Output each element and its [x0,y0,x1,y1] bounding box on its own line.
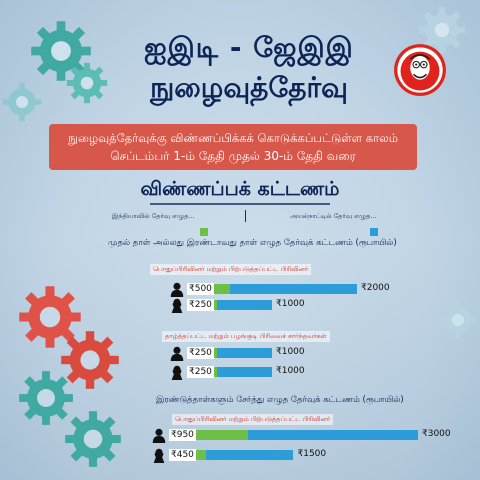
abroad-fee-label: ₹3000 [422,429,451,439]
banner-line-1: நுழைவுத்தேர்வுக்கு விண்ணப்பிக்கக் கொடுக்… [68,131,398,145]
male-icon [168,345,186,361]
fee-row: ₹250 ₹1000 [0,364,480,380]
banner-line-2: செப்டம்பர் 1-ம் தேதி முதல் 30-ம் தேதி வர… [110,149,356,163]
legend-india-swatch [200,228,208,236]
page-title: ஐஇடி - ஜேஇஇ நுழைவுத்தேர்வு [118,30,380,106]
gear-icon [19,286,81,348]
male-icon [150,427,168,443]
abroad-fee-bar [217,300,272,310]
legend-abroad-swatch [370,228,378,236]
section-both-papers-title: இரண்டுத்தாள்களும் சேர்த்து எழுத தேர்வுக்… [156,395,404,405]
abroad-fee-bar [229,284,357,294]
india-fee-label: ₹500 [187,283,214,295]
female-icon [150,447,168,463]
newspaper-logo [394,44,446,96]
india-fee-label: ₹950 [169,429,196,441]
gear-icon [2,82,42,122]
abroad-fee-bar [217,367,272,377]
fee-heading: விண்ணப்பக் கட்டணம் [140,178,340,200]
male-icon [168,281,186,297]
gear-icon [61,331,119,389]
abroad-fee-bar [206,450,294,460]
female-icon [168,364,186,380]
gear-icon [66,62,108,104]
female-icon [168,297,186,313]
abroad-fee-label: ₹1500 [297,449,327,459]
gear-icon [438,300,478,340]
india-fee-bar [169,430,248,440]
india-fee-label: ₹450 [169,449,196,461]
fee-row: ₹250 ₹1000 [0,345,480,361]
abroad-fee-label: ₹1000 [276,299,305,309]
category-label: தாழ்த்தப்பட்ட மற்றும் பழங்குடி பிரிவைச் … [162,331,330,342]
fee-heading-underline [150,203,330,205]
category-label: பொதுப்பிரிவினர் மற்றும் பிற்படுத்தப்பட்ட… [172,414,334,425]
gear-icon [65,411,121,467]
abroad-fee-bar [247,430,418,440]
abroad-fee-bar [217,348,272,358]
india-fee-label: ₹250 [187,366,214,378]
fee-row: ₹500 ₹2000 [0,281,480,297]
india-fee-label: ₹250 [187,299,214,311]
application-period-banner: நுழைவுத்தேர்வுக்கு விண்ணப்பிக்கக் கொடுக்… [49,124,417,170]
abroad-fee-label: ₹2000 [361,283,390,293]
abroad-fee-label: ₹1000 [276,347,305,357]
category-label: பொதுப்பிரிவினர் மற்றும் பிற்படுத்தப்பட்ட… [150,264,312,275]
legend-divider [245,210,246,222]
abroad-fee-label: ₹1000 [276,366,305,376]
legend-india-label: இந்தியாவில் தேர்வு எழுத... [112,212,195,220]
section-single-paper-title: முதல் தாள் அல்லது இரண்டாவது தாள் எழுத தே… [108,238,397,248]
gear-icon [19,371,73,425]
legend-abroad-label: அயல்நாட்டில் தேர்வு எழுத... [290,212,377,220]
fee-row: ₹450 ₹1500 [0,447,480,463]
gear-icon [418,6,466,54]
title-line-2: நுழைவுத்தேர்வு [150,71,348,104]
fee-row: ₹250 ₹1000 [0,297,480,313]
title-line-1: ஐஇடி - ஜேஇஇ [144,31,354,64]
fee-row: ₹950 ₹3000 [0,427,480,443]
india-fee-label: ₹250 [187,347,214,359]
